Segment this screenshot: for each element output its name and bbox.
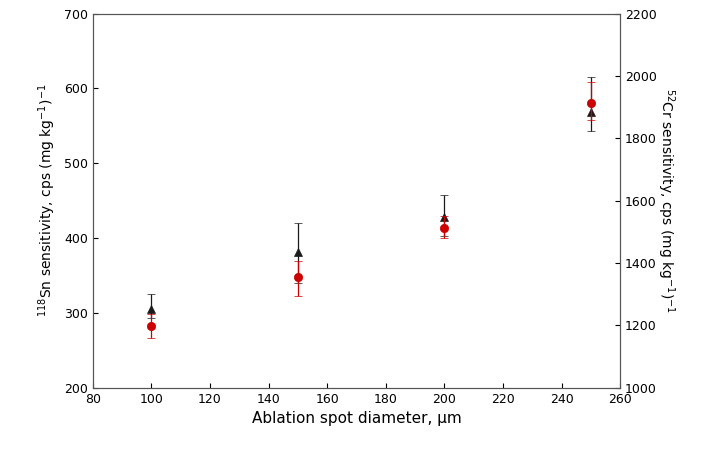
Y-axis label: $^{52}$Cr sensitivity, cps (mg kg$^{-1}$)$^{-1}$: $^{52}$Cr sensitivity, cps (mg kg$^{-1}$…	[655, 88, 677, 313]
Y-axis label: $^{118}$Sn sensitivity, cps (mg kg$^{-1}$)$^{-1}$: $^{118}$Sn sensitivity, cps (mg kg$^{-1}…	[36, 84, 58, 318]
X-axis label: Ablation spot diameter, μm: Ablation spot diameter, μm	[252, 411, 461, 426]
